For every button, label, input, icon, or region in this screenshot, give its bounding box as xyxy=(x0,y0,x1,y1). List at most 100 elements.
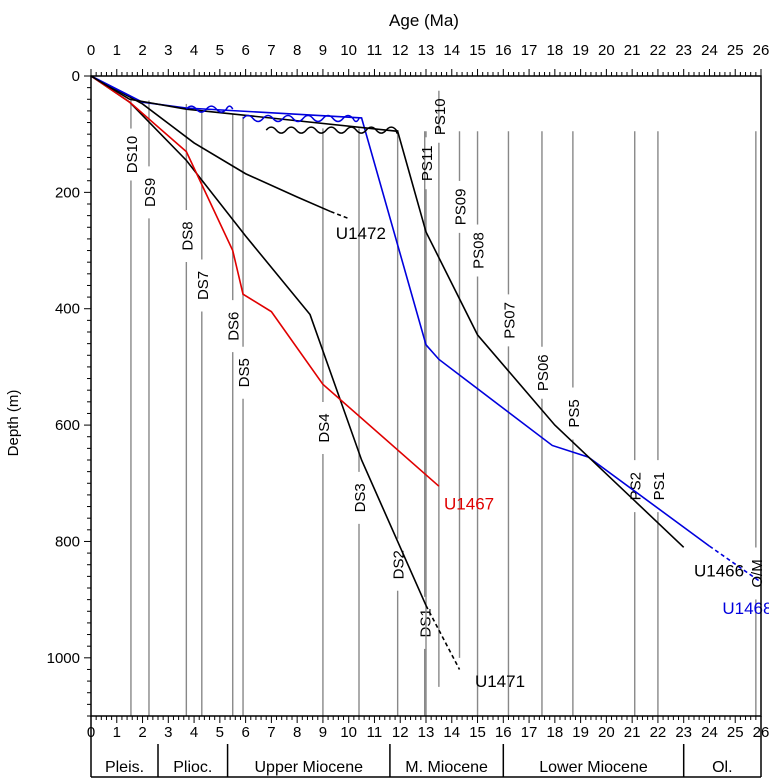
reference-label-ps1: PS1 xyxy=(651,472,668,500)
x-tick-label-top: 19 xyxy=(572,42,589,59)
epoch-label-plioc: Plioc. xyxy=(173,759,212,776)
reference-label-ds2: DS2 xyxy=(391,550,408,579)
series-label-u1467: U1467 xyxy=(444,494,494,513)
x-tick-label-top: 8 xyxy=(293,42,301,59)
series-line-u1468 xyxy=(90,75,710,547)
x-tick-label-bottom: 4 xyxy=(190,724,198,741)
reference-label-ps07: PS07 xyxy=(501,302,518,339)
x-tick-label-top: 20 xyxy=(598,42,615,59)
x-tick-label-top: 3 xyxy=(164,42,172,59)
x-axis-title: Age (Ma) xyxy=(389,11,459,30)
reference-label-ds6: DS6 xyxy=(226,312,243,341)
series-extrapolation-u1472 xyxy=(330,210,349,220)
epoch-label-pleis: Pleis. xyxy=(105,759,144,776)
reference-label-ps2: PS2 xyxy=(628,472,645,500)
reference-label-ds9: DS9 xyxy=(142,178,159,207)
reference-label-ds4: DS4 xyxy=(316,413,333,442)
series-line-u1467 xyxy=(90,75,440,487)
y-tick-label: 400 xyxy=(55,301,80,318)
y-tick-label: 200 xyxy=(55,184,80,201)
x-tick-label-top: 14 xyxy=(443,42,460,59)
unconformity-u1466-2 xyxy=(265,126,399,134)
x-tick-label-bottom: 7 xyxy=(267,724,275,741)
x-tick-label-top: 13 xyxy=(418,42,435,59)
x-tick-label-top: 1 xyxy=(113,42,121,59)
x-tick-label-bottom: 5 xyxy=(216,724,224,741)
x-tick-label-top: 12 xyxy=(392,42,409,59)
x-tick-label-bottom: 13 xyxy=(418,724,435,741)
x-tick-label-top: 7 xyxy=(267,42,275,59)
series-extrapolation-u1471 xyxy=(425,605,461,670)
y-tick-label: 1000 xyxy=(47,650,80,667)
epoch-label-upper-miocene: Upper Miocene xyxy=(255,759,364,776)
reference-label-ps5: PS5 xyxy=(566,399,583,427)
x-tick-label-top: 9 xyxy=(319,42,327,59)
epoch-label-ol: Ol. xyxy=(712,759,732,776)
axes: 0011223344556677889910101111121213131414… xyxy=(47,42,769,741)
x-tick-label-top: 15 xyxy=(469,42,486,59)
reference-label-ds7: DS7 xyxy=(195,271,212,300)
y-tick-label: 800 xyxy=(55,533,80,550)
epoch-bar: Pleis. Plioc. Upper Miocene M. Miocene Lower… xyxy=(90,716,762,778)
x-tick-label-bottom: 1 xyxy=(113,724,121,741)
series-extrapolation-u1468 xyxy=(709,545,762,583)
epoch-label-m-miocene: M. Miocene xyxy=(405,759,488,776)
x-tick-label-bottom: 21 xyxy=(624,724,641,741)
x-tick-label-top: 11 xyxy=(367,42,383,59)
x-tick-label-top: 6 xyxy=(241,42,249,59)
x-tick-label-top: 4 xyxy=(190,42,198,59)
reference-label-ps09: PS09 xyxy=(453,189,470,226)
x-tick-label-top: 24 xyxy=(701,42,718,59)
reference-label-ps10: PS10 xyxy=(432,98,449,135)
x-tick-label-top: 0 xyxy=(87,42,95,59)
series-label-u1468: U1468 xyxy=(722,599,769,618)
x-tick-label-bottom: 15 xyxy=(469,724,486,741)
epoch-label-lower-miocene: Lower Miocene xyxy=(539,759,648,776)
x-tick-label-top: 26 xyxy=(753,42,769,59)
unconformity-u1468-1 xyxy=(242,114,360,123)
x-tick-label-bottom: 3 xyxy=(164,724,172,741)
x-tick-label-bottom: 2 xyxy=(138,724,146,741)
x-tick-label-bottom: 23 xyxy=(675,724,692,741)
x-tick-label-bottom: 17 xyxy=(521,724,538,741)
y-axis-title: Depth (m) xyxy=(5,390,22,457)
series-line-u1466 xyxy=(90,75,685,548)
x-tick-label-bottom: 22 xyxy=(650,724,667,741)
y-tick-label: 0 xyxy=(72,68,80,85)
x-tick-label-top: 5 xyxy=(216,42,224,59)
x-tick-label-bottom: 8 xyxy=(293,724,301,741)
x-tick-label-bottom: 24 xyxy=(701,724,718,741)
y-tick-label: 600 xyxy=(55,417,80,434)
x-tick-label-top: 16 xyxy=(495,42,512,59)
series-line-u1471 xyxy=(90,75,427,606)
x-tick-label-bottom: 18 xyxy=(547,724,564,741)
reference-label-o-m: O/M xyxy=(749,559,766,587)
series-label-u1466: U1466 xyxy=(694,561,744,580)
chart-labels: U1472 U1467 U1466 U1468 U1471 xyxy=(336,224,769,691)
reference-lines: DS10DS9DS8DS7DS6DS5DS4DS3DS2DS1PS11PS10P… xyxy=(124,90,766,716)
x-tick-label-bottom: 14 xyxy=(443,724,460,741)
series-label-u1472: U1472 xyxy=(336,224,386,243)
reference-label-ps06: PS06 xyxy=(535,354,552,391)
x-tick-label-bottom: 11 xyxy=(367,724,383,741)
x-tick-label-top: 21 xyxy=(624,42,641,59)
reference-label-ds10: DS10 xyxy=(124,136,141,174)
x-tick-label-bottom: 6 xyxy=(241,724,249,741)
series-label-u1471: U1471 xyxy=(475,672,525,691)
x-tick-label-bottom: 12 xyxy=(392,724,409,741)
x-tick-label-bottom: 25 xyxy=(727,724,744,741)
x-tick-label-top: 23 xyxy=(675,42,692,59)
x-tick-label-bottom: 9 xyxy=(319,724,327,741)
x-tick-label-bottom: 10 xyxy=(340,724,357,741)
x-tick-label-top: 17 xyxy=(521,42,538,59)
reference-label-ds8: DS8 xyxy=(179,221,196,250)
x-tick-label-top: 25 xyxy=(727,42,744,59)
series-lines xyxy=(90,75,762,670)
x-tick-label-top: 18 xyxy=(547,42,564,59)
x-tick-label-top: 10 xyxy=(340,42,357,59)
x-tick-label-bottom: 16 xyxy=(495,724,512,741)
x-tick-label-bottom: 20 xyxy=(598,724,615,741)
reference-label-ds5: DS5 xyxy=(236,358,253,387)
x-tick-label-top: 2 xyxy=(138,42,146,59)
